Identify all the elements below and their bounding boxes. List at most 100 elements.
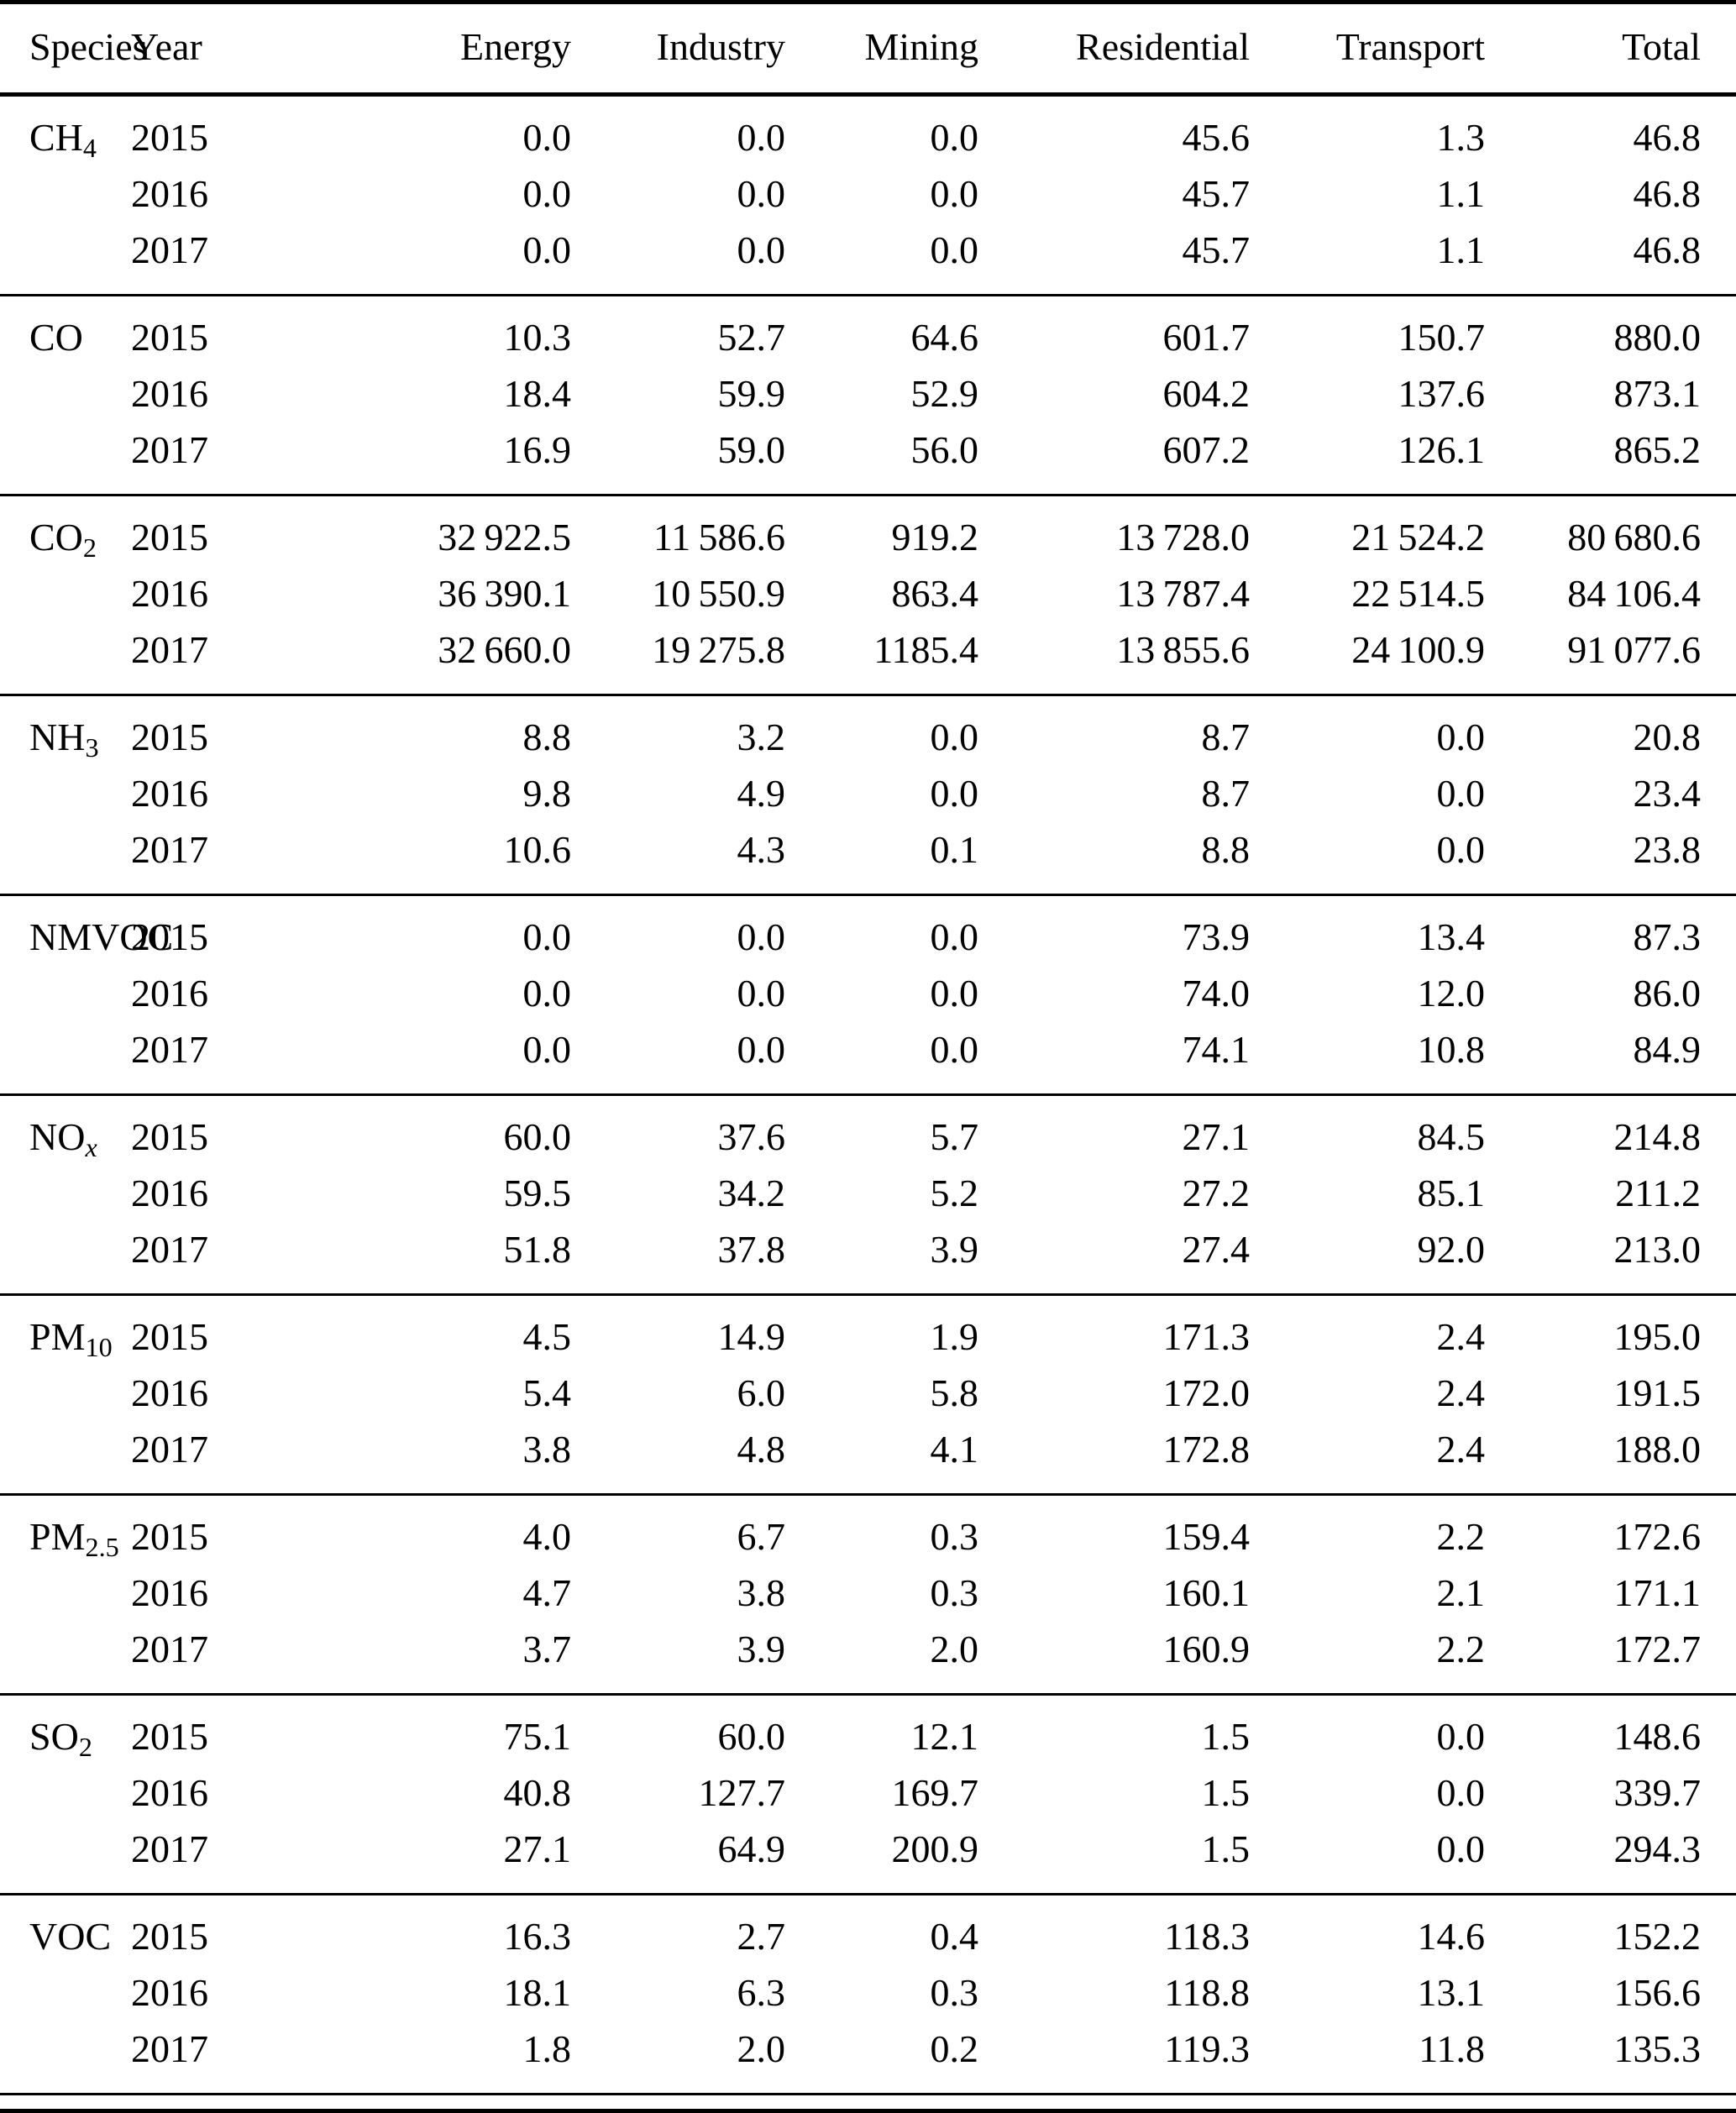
value-cell: 0.0 [737,116,786,159]
value-cell: 865.2 [1613,428,1702,471]
species-label [0,1565,130,1621]
value-cell: 6.7 [737,1515,786,1558]
value-cell: 74.1 [1182,1028,1251,1071]
value-cell: 0.0 [1436,1715,1486,1758]
value-cell: 601.7 [1162,316,1251,359]
year-cell: 2016 [131,372,208,415]
species-label [0,1764,130,1821]
species-group: NOx 2015 60.0 37.6 5.7 27.1 84.5 214.8 2016 59.5 3… [0,1094,1736,1295]
table-header: Species Year Energy Industry Mining Resi… [0,2,1736,97]
column-header-species: Species [0,2,148,97]
value-cell: 172.6 [1613,1515,1702,1558]
value-cell: 8.8 [522,716,572,758]
value-cell: 0.0 [522,172,572,215]
value-cell: 19 275.8 [652,628,785,671]
value-cell: 32 922.5 [438,516,571,558]
table-row: 2017 0.0 0.0 0.0 45.7 1.1 46.8 [0,222,1736,296]
species-group: VOC 2015 16.3 2.7 0.4 118.3 14.6 152.2 2016 18.1 6… [0,1894,1736,2095]
value-cell: 0.0 [930,716,979,758]
species-label [0,222,130,296]
value-cell: 60.0 [503,1115,572,1158]
value-cell: 4.1 [930,1428,979,1471]
value-cell: 0.0 [522,1028,572,1071]
value-cell: 0.0 [930,972,979,1015]
value-cell: 0.0 [930,172,979,215]
value-cell: 80 680.6 [1567,516,1701,558]
value-cell: 84.5 [1417,1115,1486,1158]
species-label: CO [29,316,83,359]
value-cell: 0.0 [1436,1771,1486,1814]
value-cell: 213.0 [1613,1228,1702,1271]
value-cell: 14.6 [1417,1915,1486,1958]
value-cell: 27.1 [1182,1115,1251,1158]
value-cell: 2.4 [1436,1315,1486,1358]
header-row: Species Year Energy Industry Mining Resi… [0,2,1736,97]
value-cell: 13 728.0 [1116,516,1250,558]
value-cell: 2.7 [737,1915,786,1958]
value-cell: 46.8 [1633,116,1702,159]
value-cell: 172.0 [1162,1371,1251,1414]
species-label [0,1621,130,1695]
value-cell: 127.7 [698,1771,786,1814]
value-cell: 4.9 [737,772,786,815]
value-cell: 40.8 [503,1771,572,1814]
table-row: NMVOC 2015 0.0 0.0 0.0 73.9 13.4 87.3 [0,895,1736,966]
year-cell: 2017 [131,428,208,471]
value-cell: 73.9 [1182,915,1251,958]
value-cell: 11.8 [1419,2027,1485,2070]
value-cell: 56.0 [910,428,979,471]
species-label [0,621,130,695]
year-cell: 2016 [131,1172,208,1214]
value-cell: 0.0 [737,228,786,271]
value-cell: 18.1 [503,1971,572,2014]
value-cell: 3.8 [737,1571,786,1614]
value-cell: 27.1 [503,1827,572,1870]
table-row: PM2.5 2015 4.0 6.7 0.3 159.4 2.2 172.6 [0,1495,1736,1565]
species-group: NH3 2015 8.8 3.2 0.0 8.7 0.0 20.8 2016 9.8 4.9 0.0 8… [0,695,1736,895]
species-label: VOC [29,1915,112,1958]
value-cell: 10 550.9 [652,572,785,615]
species-label: NMVOC [29,915,174,958]
year-cell: 2016 [131,172,208,215]
value-cell: 34.2 [717,1172,786,1214]
value-cell: 45.6 [1182,116,1251,159]
table-row: 2016 0.0 0.0 0.0 45.7 1.1 46.8 [0,165,1736,222]
table-row: CO 2015 10.3 52.7 64.6 601.7 150.7 880.0 [0,296,1736,366]
value-cell: 36 390.1 [438,572,571,615]
value-cell: 64.6 [910,316,979,359]
value-cell: 37.8 [717,1228,786,1271]
value-cell: 873.1 [1613,372,1702,415]
value-cell: 171.3 [1162,1315,1251,1358]
species-group: NMVOC 2015 0.0 0.0 0.0 73.9 13.4 87.3 2016 0.0 0.0… [0,894,1736,1095]
species-label: PM2.5 [29,1515,119,1563]
species-label [0,165,130,222]
species-label [0,965,130,1021]
table-row: 2016 59.5 34.2 5.2 27.2 85.1 211.2 [0,1165,1736,1221]
value-cell: 119.3 [1164,2027,1250,2070]
value-cell: 6.3 [737,1971,786,2014]
value-cell: 27.2 [1182,1172,1251,1214]
year-cell: 2015 [131,316,208,359]
value-cell: 0.0 [1436,716,1486,758]
value-cell: 0.0 [737,972,786,1015]
value-cell: 10.8 [1417,1028,1486,1071]
value-cell: 52.9 [910,372,979,415]
value-cell: 14.9 [717,1315,786,1358]
value-cell: 2.1 [1436,1571,1486,1614]
year-cell: 2016 [131,972,208,1015]
species-label [0,1221,130,1295]
value-cell: 1185.4 [873,628,978,671]
species-label [0,1964,130,2021]
value-cell: 84 106.4 [1567,572,1701,615]
value-cell: 87.3 [1633,915,1702,958]
species-group: CH4 2015 0.0 0.0 0.0 45.6 1.3 46.8 2016 0.0 0.0 0.0… [0,95,1736,296]
value-cell: 45.7 [1182,172,1251,215]
year-cell: 2015 [131,915,208,958]
species-group: PM10 2015 4.5 14.9 1.9 171.3 2.4 195.0 2016 5.4 6.… [0,1294,1736,1495]
value-cell: 51.8 [503,1228,572,1271]
column-header-total: Total [1489,2,1736,97]
species-label [0,565,130,621]
value-cell: 18.4 [503,372,572,415]
year-cell: 2017 [131,828,208,871]
species-group: PM2.5 2015 4.0 6.7 0.3 159.4 2.2 172.6 2016 4.7 3.… [0,1494,1736,1695]
